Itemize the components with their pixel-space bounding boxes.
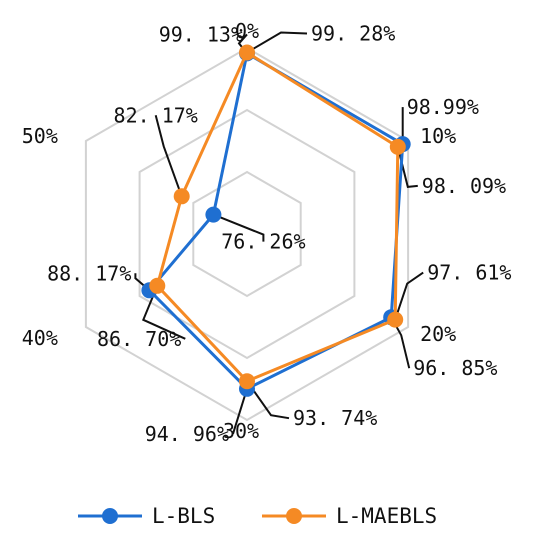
data-labels: 99. 13% 98.99% 96. 85% 94. 96% 88. 17% 76. 26… <box>47 22 511 446</box>
data-label-series1-3: 93. 74% <box>293 406 377 430</box>
category-label-2: 20% <box>420 322 456 346</box>
category-label-3: 30% <box>223 419 259 443</box>
data-label-series1-5: 82. 17% <box>114 103 198 127</box>
data-label-series0-2: 96. 85% <box>413 356 497 380</box>
connector-series1-2 <box>394 271 424 320</box>
point-series1-1 <box>389 138 406 155</box>
point-series1-2 <box>387 311 404 328</box>
grid-ring-2 <box>138 108 356 360</box>
data-label-series0-4: 88. 17% <box>47 261 131 285</box>
point-series0-5 <box>205 206 222 223</box>
data-label-series1-4: 86. 70% <box>97 327 181 351</box>
connector-series0-5 <box>213 213 265 242</box>
data-label-series0-3: 94. 96% <box>145 422 229 446</box>
legend-label-0: L-BLS <box>152 504 215 528</box>
data-label-series0-0: 99. 13% <box>159 22 243 46</box>
connector-series1-3 <box>246 380 290 420</box>
category-label-4: 40% <box>22 326 58 350</box>
data-label-series0-5: 76. 26% <box>221 230 305 254</box>
data-label-series1-2: 97. 61% <box>427 261 511 285</box>
point-series1-0 <box>239 44 255 61</box>
category-labels: 0% 10% 20% 30% 40% 50% <box>22 19 456 443</box>
category-label-5: 50% <box>22 124 58 148</box>
legend: L-BLS L-MAEBLS <box>78 504 437 528</box>
data-label-series1-0: 99. 28% <box>311 22 395 46</box>
series-layer <box>141 44 411 397</box>
legend-marker-0 <box>102 508 118 524</box>
data-label-series0-1: 98.99% <box>407 95 479 119</box>
connector-series1-5 <box>154 115 183 197</box>
legend-marker-1 <box>286 508 302 524</box>
data-label-series1-1: 98. 09% <box>422 174 506 198</box>
point-series1-3 <box>239 373 255 390</box>
connector-series1-0 <box>246 31 308 54</box>
point-series1-4 <box>149 277 166 294</box>
category-label-0: 0% <box>235 19 259 43</box>
point-series1-5 <box>173 188 190 205</box>
category-label-1: 10% <box>420 124 456 148</box>
grid-ring-1 <box>192 170 302 298</box>
legend-label-1: L-MAEBLS <box>336 504 437 528</box>
